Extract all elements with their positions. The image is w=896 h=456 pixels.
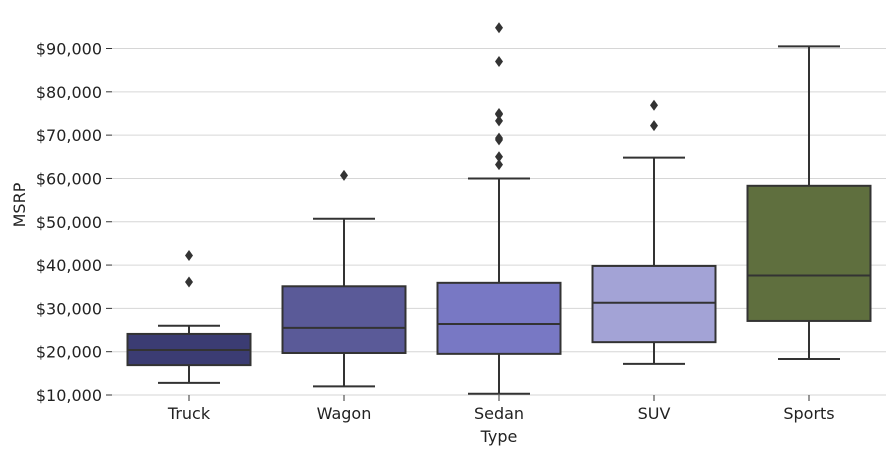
y-tick-label: $80,000 [36,83,102,102]
box-truck [126,250,252,384]
iqr-box [281,285,407,354]
outlier-point [185,250,193,262]
outlier-point [495,22,503,34]
outlier-point [495,151,503,163]
y-tick-label: $10,000 [36,386,102,405]
x-tick-label: Wagon [317,404,372,423]
box-sedan [436,22,562,395]
outlier-point [495,159,503,171]
x-tick-label: Truck [167,404,211,423]
outlier-point [340,169,348,181]
y-axis: $10,000 $20,000 $30,000 $40,000 $50,000 $60,0… [36,40,112,405]
y-tick-label: $50,000 [36,213,102,232]
x-axis: Truck Wagon Sedan SUV Sports [167,395,835,423]
y-tick-label: $90,000 [36,40,102,59]
outlier-point [495,55,503,67]
outlier-point [650,120,658,132]
y-tick-label: $70,000 [36,126,102,145]
outlier-point [495,107,503,119]
outlier-point [650,99,658,111]
iqr-box [436,281,562,355]
x-tick-label: Sedan [474,404,524,423]
y-tick-label: $30,000 [36,299,102,318]
iqr-box [591,264,717,344]
x-tick-label: Sports [783,404,834,423]
outlier-point [185,276,193,288]
box-sports [746,45,872,361]
y-tick-label: $60,000 [36,169,102,188]
y-tick-label: $40,000 [36,256,102,275]
x-axis-label: Type [480,427,518,446]
y-tick-label: $20,000 [36,343,102,362]
y-axis-label: MSRP [10,182,29,227]
boxes [126,22,872,395]
x-tick-label: SUV [638,404,671,423]
outlier-point [495,115,503,127]
box-wagon [281,169,407,388]
outlier-point [495,132,503,144]
iqr-box [746,184,872,322]
box-suv [591,99,717,365]
